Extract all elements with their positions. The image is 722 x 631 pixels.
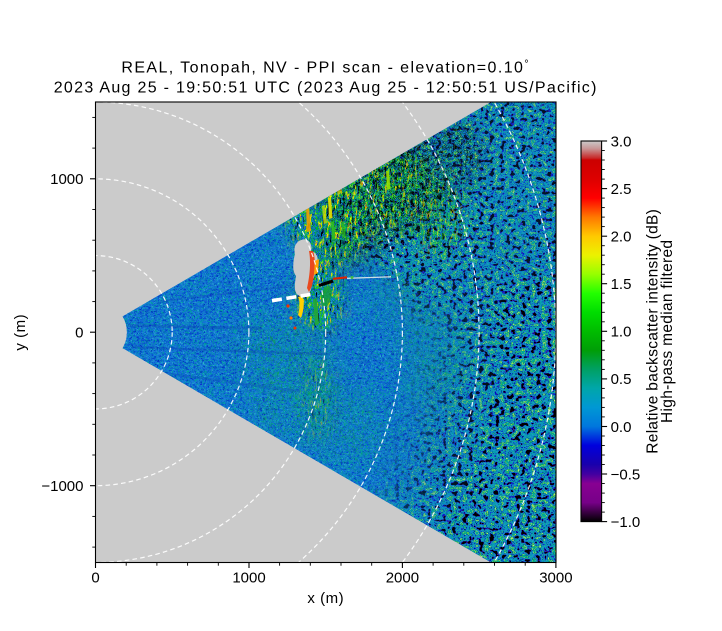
svg-text:High-pass median filtered: High-pass median filtered (659, 240, 676, 423)
svg-text:−0.5: −0.5 (611, 466, 641, 483)
svg-text:3000: 3000 (539, 570, 572, 587)
svg-text:1.5: 1.5 (611, 276, 632, 293)
svg-text:0.0: 0.0 (611, 419, 632, 436)
svg-text:2023 Aug 25 - 19:50:51 UTC (20: 2023 Aug 25 - 19:50:51 UTC (2023 Aug 25 … (54, 80, 598, 97)
svg-text:−1000: −1000 (41, 478, 83, 495)
svg-text:1000: 1000 (50, 171, 83, 188)
svg-text:2.0: 2.0 (611, 229, 632, 246)
svg-text:REAL, Tonopah, NV - PPI scan -: REAL, Tonopah, NV - PPI scan - elevation… (121, 59, 530, 77)
svg-text:−1.0: −1.0 (611, 514, 641, 531)
svg-text:Relative backscatter intensity: Relative backscatter intensity (dB) (645, 209, 662, 454)
svg-text:0: 0 (75, 325, 83, 342)
svg-text:3.0: 3.0 (611, 133, 632, 150)
svg-text:0.5: 0.5 (611, 371, 632, 388)
svg-text:1000: 1000 (232, 570, 265, 587)
svg-text:x (m): x (m) (307, 590, 344, 607)
svg-text:2.5: 2.5 (611, 181, 632, 198)
svg-text:2000: 2000 (386, 570, 419, 587)
svg-text:1.0: 1.0 (611, 324, 632, 341)
svg-text:0: 0 (91, 570, 99, 587)
svg-text:y (m): y (m) (12, 314, 29, 351)
